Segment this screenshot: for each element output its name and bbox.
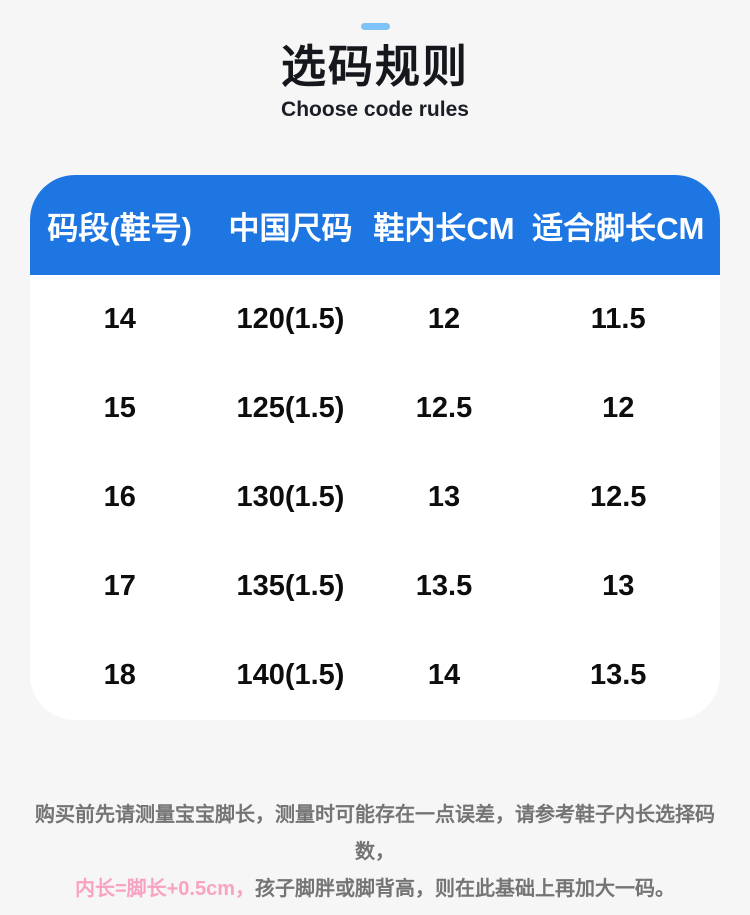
table-cell: 12 [427,303,461,335]
column-header-china-size: 中国尺码 [228,210,353,246]
size-table-body: 14 120(1.5) 12 11.5 15 125(1.5) 12.5 12 16 130(1.… [30,275,720,720]
size-chart-card: 码段(鞋号) 中国尺码 鞋内长CM 适合脚长CM 14 120(1.5) 12 11.… [30,175,720,720]
table-row: 18 140(1.5) 14 13.5 [30,631,720,720]
size-table-header-row: 码段(鞋号) 中国尺码 鞋内长CM 适合脚长CM [30,175,720,275]
table-row: 17 135(1.5) 13.5 13 [30,542,720,631]
page-subtitle: Choose code rules [281,98,469,121]
table-row: 15 125(1.5) 12.5 12 [30,364,720,453]
note-line1: 购买前先请测量宝宝脚长，测量时可能存在一点误差，请参考鞋子内长选择码数， [35,804,715,863]
accent-dash-decoration [360,23,390,30]
table-cell: 13 [602,570,635,602]
note-formula-highlight: 内长=脚长+0.5cm， [74,878,256,900]
page-title: 选码规则 [280,41,469,92]
table-cell: 17 [103,570,136,602]
table-cell: 13.5 [415,570,473,602]
table-row: 14 120(1.5) 12 11.5 [30,275,720,364]
table-cell: 11.5 [590,303,646,335]
table-cell: 125(1.5) [236,392,345,424]
table-cell: 16 [103,481,136,513]
table-row: 16 130(1.5) 13 12.5 [30,453,720,542]
table-cell: 13.5 [589,659,647,691]
table-cell: 130(1.5) [236,481,345,513]
table-cell: 13 [427,481,461,513]
table-cell: 14 [427,659,461,691]
table-cell: 140(1.5) [236,659,345,691]
column-header-size-range: 码段(鞋号) [47,210,193,246]
table-cell: 120(1.5) [236,303,345,335]
table-cell: 15 [103,392,136,424]
table-cell: 12.5 [415,392,473,424]
table-cell: 18 [103,659,136,691]
column-header-foot-length: 适合脚长CM [532,210,705,246]
sizing-note: 购买前先请测量宝宝脚长，测量时可能存在一点误差，请参考鞋子内长选择码数， 内长=… [0,797,750,908]
table-cell: 12.5 [589,481,647,513]
column-header-inner-length: 鞋内长CM [373,210,515,246]
note-line2-rest: 孩子脚胖或脚背高，则在此基础上再加大一码。 [255,878,676,900]
table-cell: 135(1.5) [236,570,345,602]
table-cell: 14 [103,303,136,335]
table-cell: 12 [602,392,635,424]
